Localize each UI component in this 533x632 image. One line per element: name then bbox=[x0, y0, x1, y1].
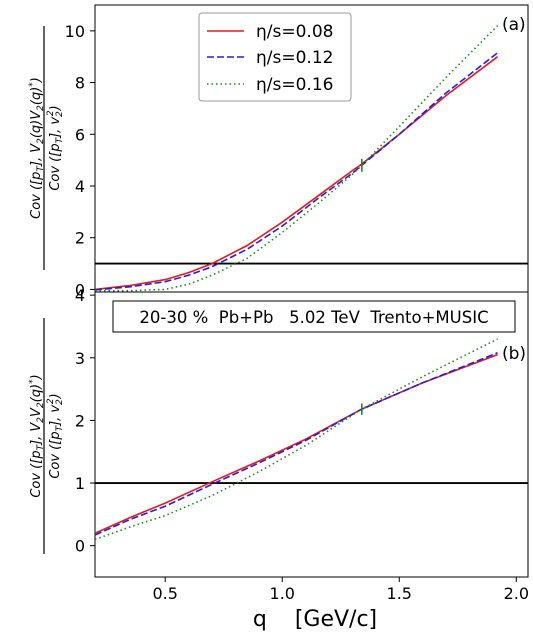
x-tick-label: 1.5 bbox=[387, 584, 412, 603]
legend-box bbox=[198, 12, 352, 102]
annotation-text: 20-30 % Pb+Pb 5.02 TeV Trento+MUSIC bbox=[139, 308, 488, 327]
annotation-frame bbox=[112, 300, 516, 333]
y-tick-label: 6 bbox=[75, 125, 85, 144]
panel-b-ylabel-numerator: Cov ([pT], V2V2(q)*) bbox=[28, 374, 46, 497]
panel-b-frame bbox=[94, 291, 529, 578]
y-tick-label: 3 bbox=[75, 349, 85, 368]
panel-a-ylabel: Cov ([pT], V2(q)V2(q)*) Cov ([pT], v22) bbox=[28, 26, 65, 270]
legend-label-eta016: η/s=0.16 bbox=[256, 75, 333, 95]
legend-label-eta012: η/s=0.12 bbox=[256, 48, 333, 68]
annotation-box: 20-30 % Pb+Pb 5.02 TeV Trento+MUSIC bbox=[112, 300, 516, 333]
y-tick-label: 0 bbox=[75, 280, 85, 299]
panel-a-ylabel-denominator: Cov ([pT], v22) bbox=[46, 105, 65, 190]
y-tick-label: 10 bbox=[65, 22, 85, 41]
y-tick-label: 4 bbox=[75, 177, 85, 196]
y-tick-label: 2 bbox=[75, 229, 85, 248]
series-line-eta012 bbox=[94, 52, 499, 291]
panel-a-ylabel-numerator: Cov ([pT], V2(q)V2(q)*) bbox=[28, 77, 46, 219]
panel-b: 0 1 2 3 4 0.5 1.0 1.5 2.0 (b) 20-30 % Pb+Pb 5.0… bbox=[28, 286, 529, 603]
panel-b-ylabel: Cov ([pT], V2V2(q)*) Cov ([pT], v22) bbox=[28, 318, 65, 554]
panel-b-y-ticks: 0 1 2 3 4 bbox=[75, 286, 95, 556]
panel-b-series bbox=[94, 338, 498, 541]
panel-b-ylabel-denominator: Cov ([pT], v22) bbox=[46, 393, 65, 478]
y-tick-label: 2 bbox=[75, 411, 85, 430]
x-tick-label: 2.0 bbox=[504, 584, 529, 603]
panel-a-series bbox=[94, 25, 499, 292]
panel-a: 0 2 4 6 8 10 (a) η/s=0.08 η/s=0.12 η/s=0.16 C… bbox=[28, 4, 529, 299]
panel-b-label: (b) bbox=[502, 344, 526, 364]
y-tick-label: 4 bbox=[75, 286, 85, 305]
x-tick-label: 0.5 bbox=[152, 584, 177, 603]
y-tick-label: 1 bbox=[75, 474, 85, 493]
panel-a-y-ticks: 0 2 4 6 8 10 bbox=[65, 22, 95, 299]
series-line-eta016 bbox=[94, 338, 498, 541]
series-line-eta008 bbox=[94, 353, 498, 534]
legend: η/s=0.08 η/s=0.12 η/s=0.16 bbox=[198, 12, 352, 102]
series-line-eta012 bbox=[94, 352, 498, 536]
panel-a-label: (a) bbox=[502, 15, 526, 35]
x-tick-label: 1.0 bbox=[270, 584, 295, 603]
x-axis-ticks: 0.5 1.0 1.5 2.0 bbox=[152, 577, 529, 603]
legend-label-eta008: η/s=0.08 bbox=[256, 22, 333, 42]
x-axis-label: q [GeV/c] bbox=[253, 607, 377, 632]
y-tick-label: 8 bbox=[75, 74, 85, 93]
y-tick-label: 0 bbox=[75, 537, 85, 556]
series-line-eta008 bbox=[94, 56, 499, 291]
